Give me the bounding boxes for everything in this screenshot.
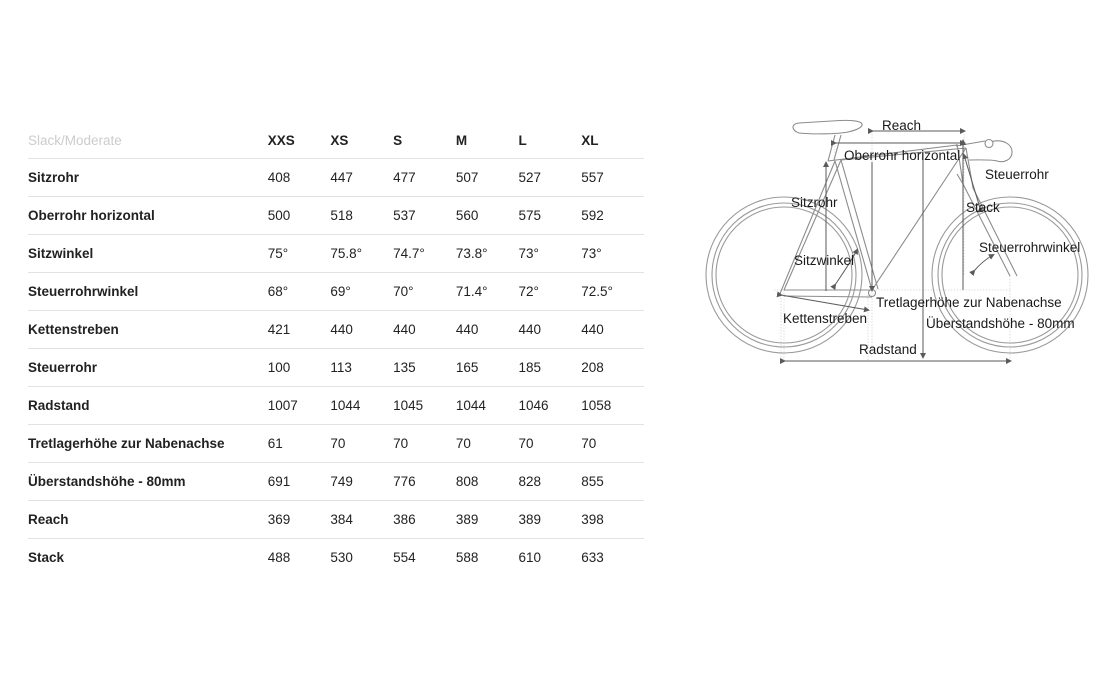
svg-text:Stack: Stack bbox=[966, 200, 1000, 215]
svg-text:Steuerrohrwinkel: Steuerrohrwinkel bbox=[979, 240, 1080, 255]
svg-text:Sitzrohr: Sitzrohr bbox=[791, 195, 838, 210]
svg-text:Tretlagerhöhe zur Nabenachse: Tretlagerhöhe zur Nabenachse bbox=[876, 295, 1062, 310]
svg-text:Sitzwinkel: Sitzwinkel bbox=[794, 253, 854, 268]
svg-text:Radstand: Radstand bbox=[859, 342, 917, 357]
svg-text:Steuerrohr: Steuerrohr bbox=[985, 167, 1049, 182]
svg-text:Kettenstreben: Kettenstreben bbox=[783, 311, 867, 326]
svg-text:Reach: Reach bbox=[882, 118, 921, 133]
svg-text:Oberrohr horizontal: Oberrohr horizontal bbox=[844, 148, 960, 163]
svg-text:Überstandshöhe - 80mm: Überstandshöhe - 80mm bbox=[926, 316, 1075, 331]
